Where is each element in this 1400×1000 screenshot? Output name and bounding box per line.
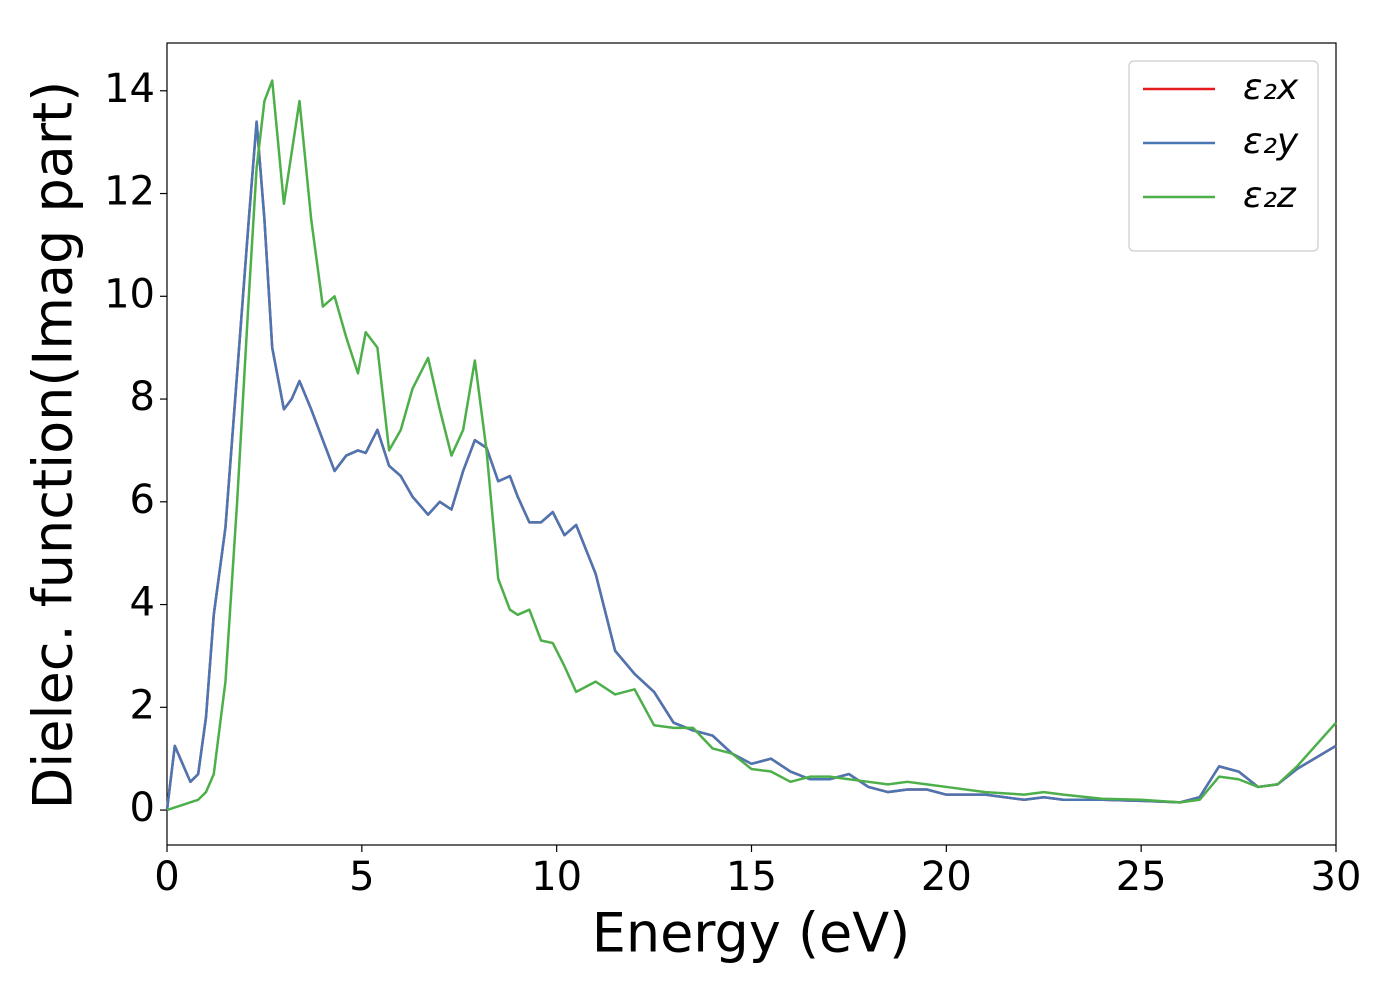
x-tick-label: 20 — [921, 854, 972, 900]
y-tick-label: 14 — [104, 66, 155, 112]
y-tick-label: 4 — [130, 580, 155, 626]
y-axis-label: Dielec. function(Imag part) — [22, 81, 85, 810]
y-tick-label: 10 — [104, 271, 155, 317]
x-tick-label: 5 — [349, 854, 374, 900]
x-tick-label: 15 — [726, 854, 777, 900]
y-tick-label: 0 — [130, 785, 155, 831]
x-tick-label: 10 — [531, 854, 582, 900]
x-axis-label: Energy (eV) — [592, 902, 911, 965]
y-tick-label: 8 — [130, 374, 155, 420]
data-line — [166, 79, 1337, 812]
legend-box — [1128, 60, 1319, 252]
y-tick-label: 2 — [130, 682, 155, 728]
legend-label: ε₂z — [1243, 175, 1297, 216]
legend-label: ε₂x — [1243, 67, 1299, 108]
data-line — [165, 120, 1337, 811]
y-tick-label: 6 — [130, 477, 155, 523]
x-tick-label: 0 — [154, 854, 179, 900]
y-tick-label: 12 — [104, 169, 155, 215]
legend-label: ε₂y — [1243, 121, 1299, 162]
x-tick-label: 25 — [1116, 854, 1167, 900]
x-tick-label: 30 — [1311, 854, 1362, 900]
